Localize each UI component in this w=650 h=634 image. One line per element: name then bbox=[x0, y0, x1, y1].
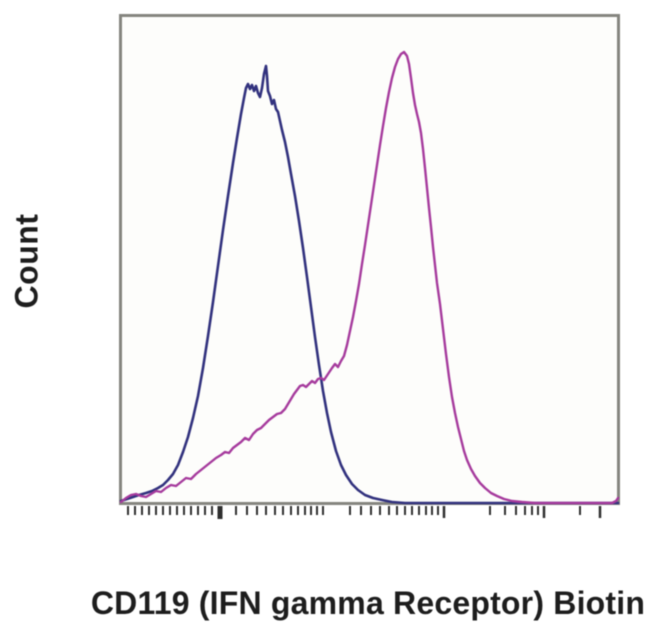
histogram-curve-magenta-histogram-right-peak bbox=[119, 50, 620, 505]
histogram-curve-blue-histogram-left-peak bbox=[119, 64, 620, 505]
plot-frame bbox=[119, 14, 620, 505]
x-axis-label: CD119 (IFN gamma Receptor) Biotin bbox=[90, 585, 646, 621]
y-axis-label: Count bbox=[8, 213, 45, 309]
